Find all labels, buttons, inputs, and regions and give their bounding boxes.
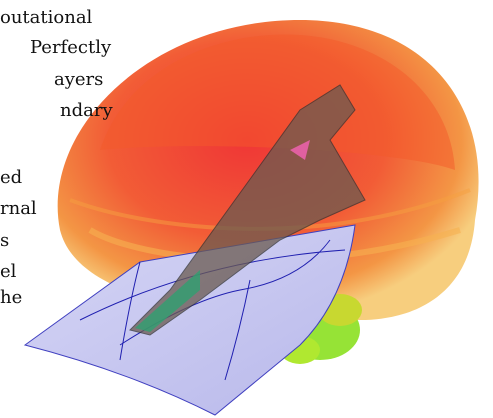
text-fragment: ndary bbox=[60, 100, 113, 121]
text-fragment: outational bbox=[0, 7, 93, 28]
text-fragment: el bbox=[0, 261, 17, 282]
aircraft bbox=[129, 84, 366, 336]
text-fragment: s bbox=[0, 230, 10, 251]
surface bbox=[23, 224, 356, 416]
text-fragment: ed bbox=[0, 167, 23, 188]
text-fragment: ayers bbox=[54, 69, 104, 90]
text-fragment: rnal bbox=[0, 198, 37, 219]
text-fragment: he bbox=[0, 287, 23, 308]
text-fragment: Perfectly bbox=[30, 37, 112, 58]
